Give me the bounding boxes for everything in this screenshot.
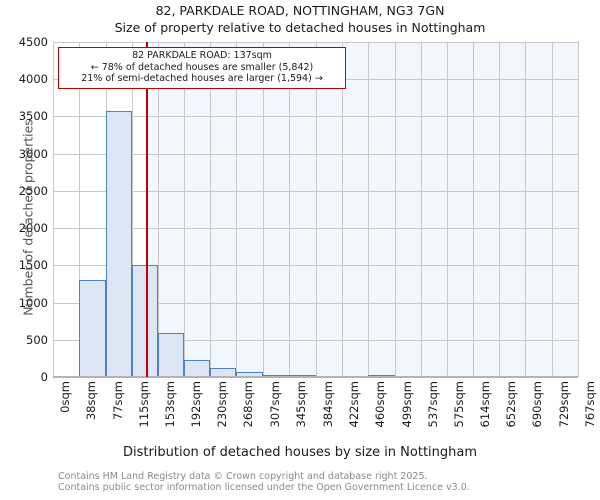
gridline-horizontal xyxy=(53,153,578,155)
histogram-bar xyxy=(105,111,132,377)
gridline-vertical xyxy=(341,42,343,377)
annotation-line-1: 82 PARKDALE ROAD: 137sqm xyxy=(132,50,272,61)
x-axis-line xyxy=(53,376,578,378)
x-axis-tick-label: 460sqm xyxy=(372,381,387,428)
gridline-vertical xyxy=(315,42,317,377)
gridline-vertical xyxy=(551,42,553,377)
histogram-bar xyxy=(79,280,106,377)
gridline-horizontal xyxy=(53,228,578,230)
y-axis-tick-label: 1500 xyxy=(18,258,48,273)
property-marker-line xyxy=(145,42,148,377)
gridline-vertical xyxy=(236,42,238,377)
x-axis-tick-label: 652sqm xyxy=(504,381,519,428)
y-axis-tick-label: 3000 xyxy=(18,146,48,161)
gridline-vertical xyxy=(394,42,396,377)
x-axis-tick-label: 690sqm xyxy=(530,381,545,428)
x-axis-tick-label: 499sqm xyxy=(399,381,414,428)
gridline-vertical xyxy=(420,42,422,377)
gridline-horizontal xyxy=(53,190,578,192)
gridline-vertical xyxy=(184,42,186,377)
gridline-horizontal xyxy=(53,302,578,304)
histogram-bar xyxy=(184,359,211,377)
x-axis-tick-label: 537sqm xyxy=(425,381,440,428)
y-axis-tick-label: 0 xyxy=(40,370,48,384)
x-axis-tick-label: 77sqm xyxy=(110,381,125,421)
x-axis-tick-label: 384sqm xyxy=(320,381,335,428)
plot-area xyxy=(53,42,579,378)
y-axis-tick-label: 3500 xyxy=(18,109,48,124)
x-axis-tick-label: 268sqm xyxy=(241,381,256,428)
x-axis-tick-label: 422sqm xyxy=(346,381,361,428)
x-axis-tick-label: 115sqm xyxy=(136,381,151,428)
gridline-vertical xyxy=(446,42,448,377)
footer-attribution: Contains HM Land Registry data © Crown c… xyxy=(58,471,598,493)
property-annotation-box: 82 PARKDALE ROAD: 137sqm ← 78% of detach… xyxy=(58,47,346,89)
gridline-vertical xyxy=(263,42,265,377)
y-axis-tick-label: 4500 xyxy=(18,35,48,49)
gridline-horizontal xyxy=(53,116,578,118)
histogram-bar xyxy=(157,333,185,377)
y-axis: 0 500 1000 1500 2000 2500 3000 3500 4000 4500 Num… xyxy=(0,0,53,500)
gridline-vertical xyxy=(289,42,291,377)
x-axis-tick-label: 230sqm xyxy=(215,381,230,428)
gridline-vertical xyxy=(499,42,501,377)
gridline-horizontal xyxy=(53,42,578,43)
shaded-region xyxy=(146,42,578,377)
x-axis-tick-label: 767sqm xyxy=(583,381,597,428)
x-axis-tick-label: 153sqm xyxy=(162,381,177,428)
gridline-vertical xyxy=(131,42,133,377)
gridline-horizontal xyxy=(53,265,578,267)
histogram-bar xyxy=(131,265,158,377)
gridline-vertical xyxy=(525,42,527,377)
x-axis-tick-label: 575sqm xyxy=(451,381,466,428)
x-axis-tick-label: 192sqm xyxy=(189,381,204,428)
x-axis-tick-label: 0sqm xyxy=(58,381,72,413)
gridline-vertical xyxy=(157,42,159,377)
chart-title-block: 82, PARKDALE ROAD, NOTTINGHAM, NG3 7GN S… xyxy=(0,2,600,36)
x-axis-tick-label: 614sqm xyxy=(478,381,493,428)
gridline-horizontal xyxy=(53,339,578,341)
gridline-vertical xyxy=(210,42,212,377)
y-axis-tick-label: 1000 xyxy=(18,295,48,310)
annotation-line-2: ← 78% of detached houses are smaller (5,… xyxy=(90,61,314,73)
y-axis-tick-label: 500 xyxy=(26,332,48,347)
chart-subtitle: Size of property relative to detached ho… xyxy=(114,20,486,35)
annotation-line-3: 21% of semi-detached houses are larger (… xyxy=(81,73,323,84)
x-axis-title: Distribution of detached houses by size … xyxy=(122,445,478,460)
y-axis-tick-label: 2500 xyxy=(18,183,48,198)
x-axis-tick-label: 729sqm xyxy=(556,381,571,428)
x-axis-tick-label: 307sqm xyxy=(268,381,283,428)
y-axis-title: Number of detached properties xyxy=(20,119,36,316)
footer-line-1: Contains HM Land Registry data © Crown c… xyxy=(58,471,428,482)
page-title: 82, PARKDALE ROAD, NOTTINGHAM, NG3 7GN xyxy=(155,3,445,18)
gridline-vertical xyxy=(53,42,54,377)
x-axis-tick-label: 345sqm xyxy=(294,381,309,428)
gridline-vertical xyxy=(79,42,80,377)
gridline-vertical xyxy=(473,42,475,377)
y-axis-tick-label: 4000 xyxy=(18,72,48,87)
gridline-vertical xyxy=(367,42,369,377)
x-axis-tick-label: 38sqm xyxy=(84,381,98,421)
gridline-vertical xyxy=(578,42,579,377)
footer-line-2: Contains public sector information licen… xyxy=(58,482,470,493)
x-axis-ticks: 0sqm 38sqm 77sqm 115sqm 153sqm 192sqm 230sqm 26… xyxy=(53,381,597,441)
y-axis-tick-label: 2000 xyxy=(18,221,48,236)
